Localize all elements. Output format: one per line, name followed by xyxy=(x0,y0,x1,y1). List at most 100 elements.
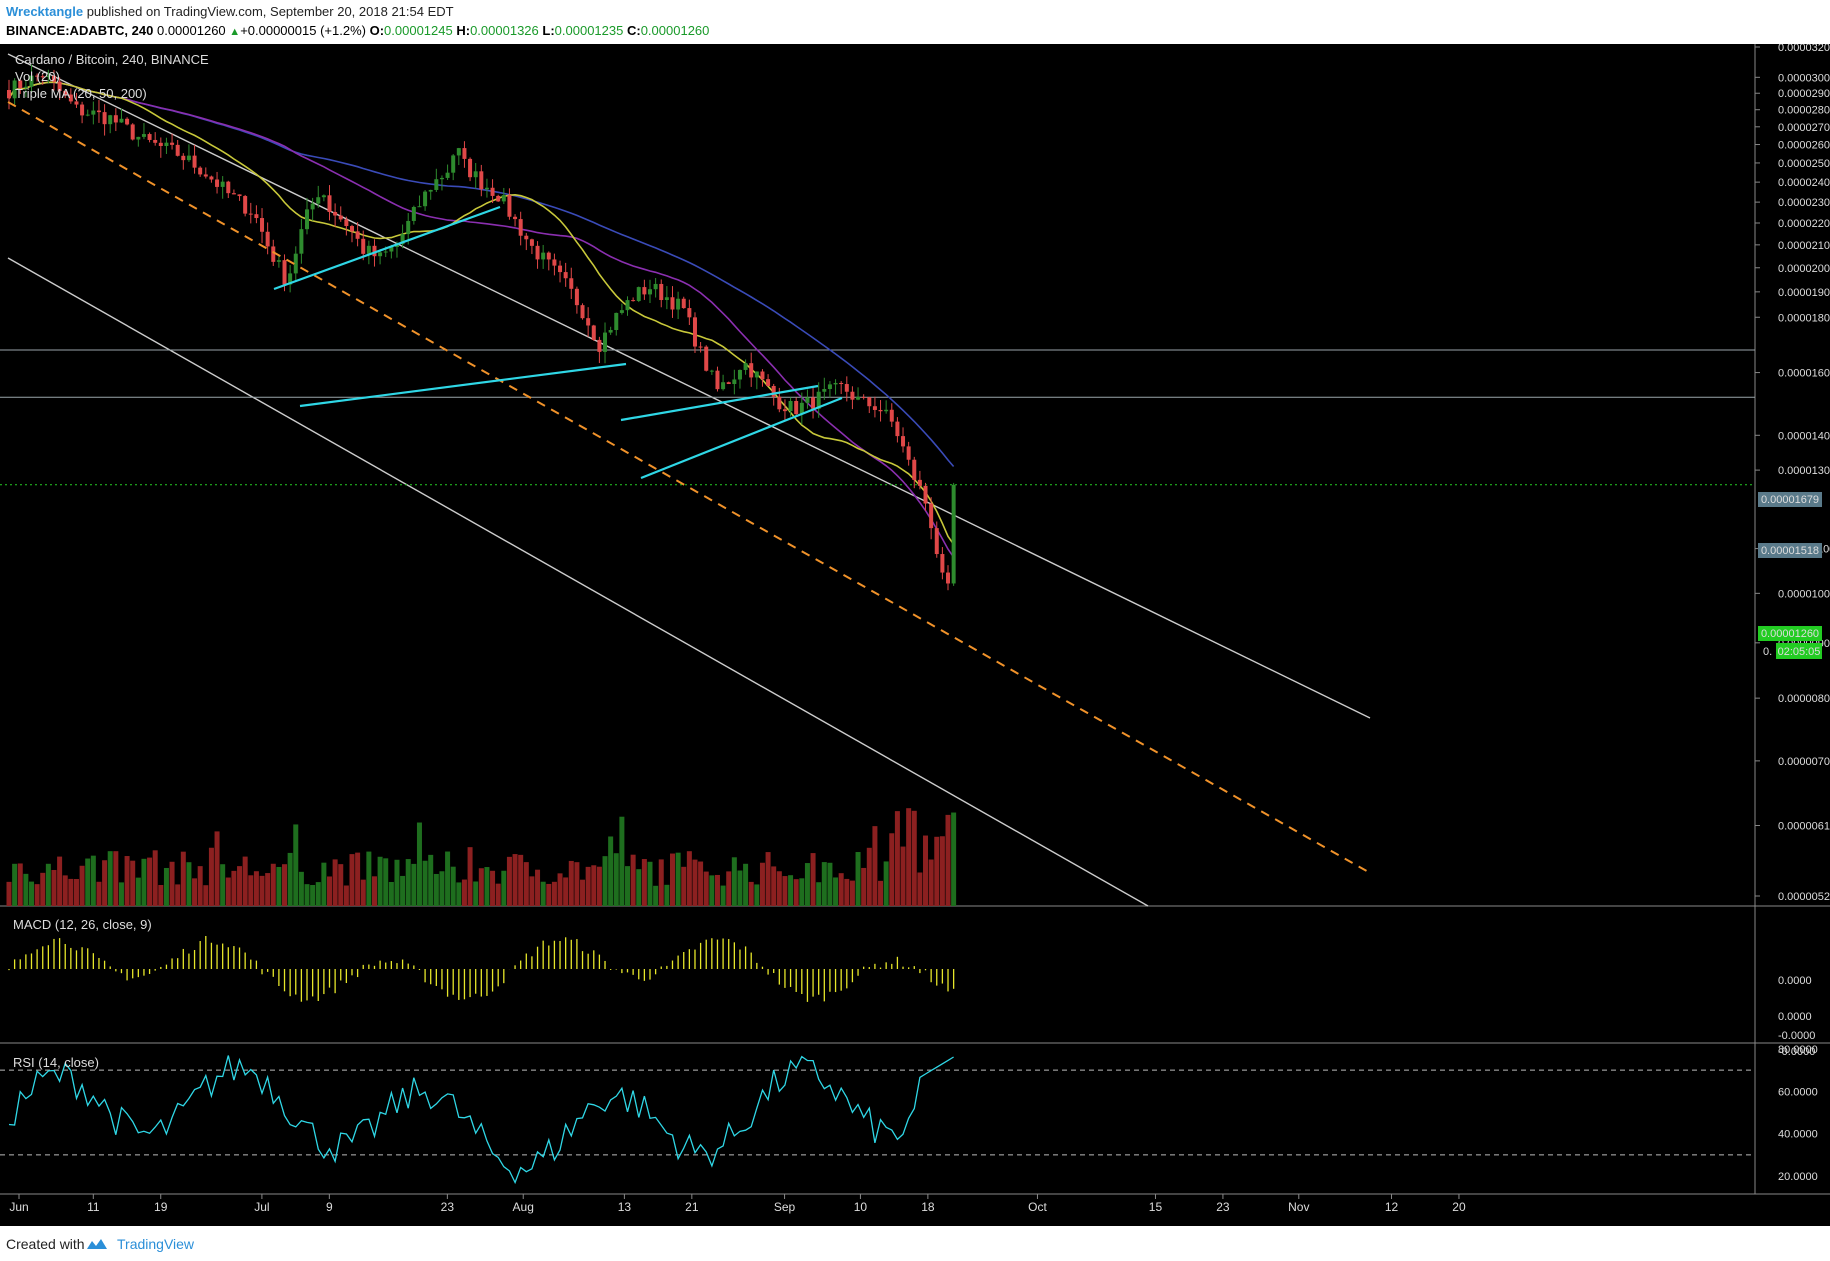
macd-tick-label: 0.0000 xyxy=(1778,1011,1812,1023)
volume-bar xyxy=(591,865,597,906)
candle-body xyxy=(276,260,281,262)
cyan-trendline-2 xyxy=(620,384,819,422)
volume-bar xyxy=(703,871,709,906)
candle-body xyxy=(186,155,191,161)
candle-body xyxy=(378,252,383,257)
candle-body xyxy=(74,101,79,105)
tradingview-logo-icon[interactable] xyxy=(86,1237,108,1251)
volume-bar xyxy=(737,870,743,906)
moving-averages xyxy=(8,81,955,558)
volume-bar xyxy=(90,855,96,906)
trend-drawings xyxy=(7,101,1373,875)
volume-bar xyxy=(692,859,698,906)
candle-body xyxy=(170,142,175,145)
volume-bar xyxy=(602,856,608,906)
legend-volume[interactable]: Vol (20) xyxy=(15,69,60,84)
candle-body xyxy=(136,136,141,140)
time-tick-label: 18 xyxy=(921,1200,935,1214)
volume-bar xyxy=(883,861,889,906)
volume-bar xyxy=(664,884,670,906)
candle-body xyxy=(490,187,495,196)
tradingview-link[interactable]: TradingView xyxy=(117,1236,195,1252)
volume-bar xyxy=(276,866,282,906)
author-link[interactable]: Wrecktangle xyxy=(6,4,84,19)
volume-bars xyxy=(6,808,957,906)
volume-bar xyxy=(57,856,63,906)
channel-lower-line xyxy=(7,257,1149,907)
candle-body xyxy=(940,554,945,573)
volume-bar xyxy=(422,860,428,906)
volume-bar xyxy=(658,859,664,906)
candle-body xyxy=(119,118,124,123)
volume-bar xyxy=(833,877,839,906)
candle-body xyxy=(35,75,40,77)
candle-body xyxy=(737,369,742,380)
volume-bar xyxy=(214,831,220,906)
candle-body xyxy=(681,298,686,309)
candle-body xyxy=(636,287,641,301)
volume-bar xyxy=(714,874,720,906)
time-tick-label: 20 xyxy=(1452,1200,1466,1214)
candle-body xyxy=(231,193,236,195)
candle-body xyxy=(102,112,107,125)
volume-bar xyxy=(180,851,186,906)
time-tick-label: 9 xyxy=(326,1200,333,1214)
volume-bar xyxy=(563,877,569,906)
volume-bar xyxy=(574,862,580,906)
candle-body xyxy=(254,214,259,219)
candle-body xyxy=(895,421,900,437)
volume-bar xyxy=(163,867,169,906)
time-tick-label: Oct xyxy=(1028,1200,1047,1214)
candle-body xyxy=(215,179,220,187)
candle-body xyxy=(816,391,821,409)
candle-body xyxy=(827,384,832,389)
candle-body xyxy=(507,195,512,217)
candle-body xyxy=(524,235,529,240)
candle-body xyxy=(698,346,703,348)
rsi-tick-label: 20.0000 xyxy=(1778,1171,1818,1183)
candle-body xyxy=(501,195,506,202)
candle-body xyxy=(518,219,523,236)
time-tick-label: Jun xyxy=(9,1200,28,1214)
legend-triple-ma[interactable]: Triple MA (20, 50, 200) xyxy=(15,86,147,101)
candle-body xyxy=(153,139,158,143)
candle-body xyxy=(91,110,96,115)
ma-50-line xyxy=(8,81,955,558)
volume-bar xyxy=(23,873,29,906)
legend-macd[interactable]: MACD (12, 26, close, 9) xyxy=(13,917,152,932)
candle-body xyxy=(574,288,579,306)
time-tick-label: 12 xyxy=(1385,1200,1399,1214)
volume-bar xyxy=(237,866,243,906)
rsi-series-line xyxy=(8,1055,954,1185)
volume-bar xyxy=(62,875,68,906)
candle-body xyxy=(423,191,428,207)
volume-bar xyxy=(641,859,647,906)
volume-bar xyxy=(630,854,636,906)
volume-bar xyxy=(754,884,760,906)
volume-bar xyxy=(259,875,265,906)
time-axis[interactable]: Jun 11 19 Jul 9 23 Aug 13 21 Sep 10 18 Oct 15 23 Nov 12 2… xyxy=(9,1194,1466,1214)
legend-title[interactable]: Cardano / Bitcoin, 240, BINANCE xyxy=(15,52,209,67)
legend-rsi[interactable]: RSI (14, close) xyxy=(13,1055,99,1070)
volume-bar xyxy=(523,862,529,906)
candle-body xyxy=(659,283,664,301)
level-badge-upper-text: 0.00001679 xyxy=(1761,494,1819,506)
candle-body xyxy=(799,402,804,415)
volume-bar xyxy=(838,873,844,906)
volume-bar xyxy=(428,854,434,906)
high-value: 0.00001326 xyxy=(470,23,539,38)
candle-body xyxy=(29,75,34,87)
volume-bar xyxy=(265,873,271,906)
volume-bar xyxy=(366,851,372,906)
volume-bar xyxy=(647,861,653,906)
volume-bar xyxy=(461,879,467,906)
rsi-line xyxy=(0,1055,1755,1185)
candle-body xyxy=(434,179,439,190)
